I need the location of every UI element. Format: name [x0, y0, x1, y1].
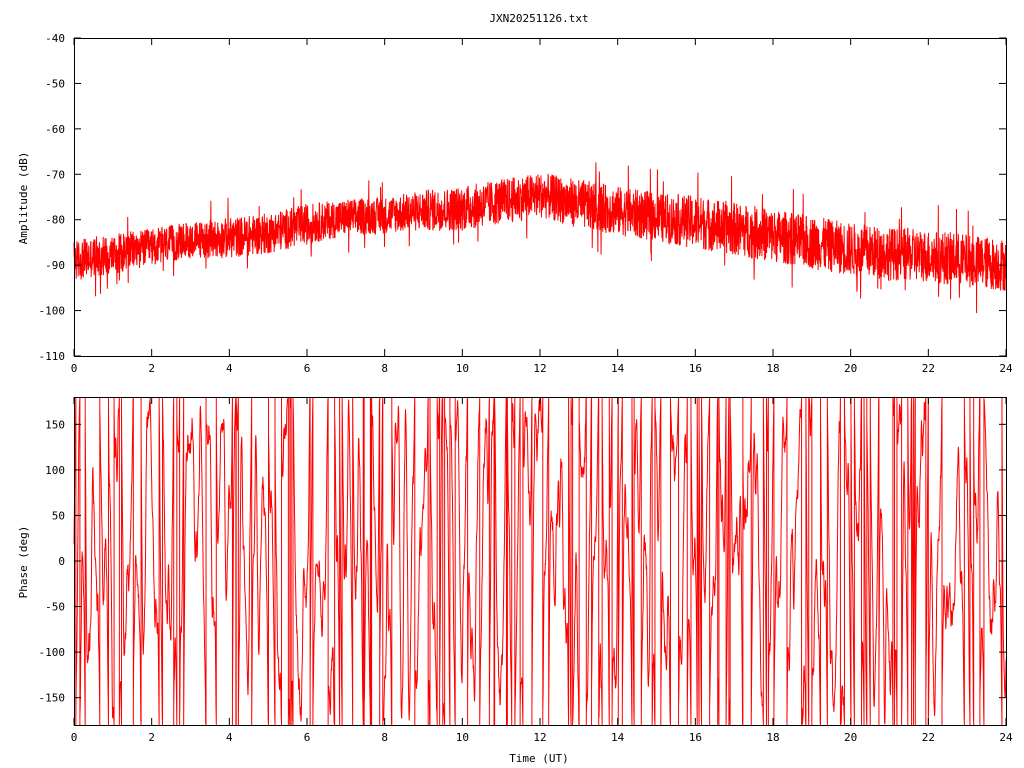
amplitude-chart: -40-50-60-70-80-90-100-110 0 2 4 6 8 10 12 14 16…	[17, 32, 1013, 375]
x-tick-label: 16	[689, 731, 702, 744]
x-tick-label: 22	[922, 362, 935, 375]
phase-x-ticks: 0 2 4 6 8 10 12 14 16 18 20 22 24	[71, 397, 1013, 744]
y-tick-label: -50	[45, 77, 65, 90]
y-tick-label: 100	[45, 464, 65, 477]
y-tick-label: -50	[45, 601, 65, 614]
y-tick-label: -60	[45, 123, 65, 136]
x-tick-label: 6	[304, 731, 311, 744]
y-tick-label: -100	[39, 646, 66, 659]
x-tick-label: 8	[381, 362, 388, 375]
amplitude-series-line	[73, 162, 1007, 314]
amplitude-x-ticks: 0 2 4 6 8 10 12 14 16 18 20 22 24	[71, 38, 1013, 375]
y-tick-label: -110	[39, 350, 66, 363]
x-tick-label: 20	[844, 731, 857, 744]
y-tick-label: 150	[45, 418, 65, 431]
x-tick-label: 14	[611, 731, 625, 744]
x-tick-label: 22	[922, 731, 935, 744]
y-tick-label: -40	[45, 32, 65, 45]
x-tick-label: 20	[844, 362, 857, 375]
y-tick-label: -90	[45, 259, 65, 272]
y-tick-label: -150	[39, 692, 66, 705]
x-tick-label: 14	[611, 362, 625, 375]
chart-title: JXN20251126.txt	[489, 12, 588, 25]
x-tick-label: 0	[71, 731, 78, 744]
x-tick-label: 18	[766, 731, 779, 744]
amplitude-y-ticks: -40 -50 -60 -70 -80 -90 -100 -110	[39, 32, 1006, 363]
x-tick-label: 4	[226, 731, 233, 744]
y-tick-label: 50	[52, 509, 65, 522]
x-tick-label: 4	[226, 362, 233, 375]
phase-x-axis-label: Time (UT)	[509, 752, 569, 765]
x-tick-label: 10	[456, 362, 469, 375]
x-tick-label: 6	[304, 362, 311, 375]
phase-y-axis-label: Phase (deg)	[17, 526, 30, 599]
y-tick-label: 0	[58, 555, 65, 568]
y-tick-label: -80	[45, 214, 65, 227]
x-tick-label: 2	[148, 731, 155, 744]
amplitude-trace	[73, 162, 1007, 314]
y-tick-label: -70	[45, 168, 65, 181]
x-tick-label: 10	[456, 731, 469, 744]
x-tick-label: 24	[999, 731, 1013, 744]
x-tick-label: 24	[999, 362, 1013, 375]
x-tick-label: 16	[689, 362, 702, 375]
x-tick-label: 12	[533, 362, 546, 375]
y-tick-label: -100	[39, 305, 66, 318]
x-tick-label: 0	[71, 362, 78, 375]
x-tick-label: 18	[766, 362, 779, 375]
x-tick-label: 2	[148, 362, 155, 375]
amplitude-y-axis-label: Amplitude (dB)	[17, 152, 30, 245]
phase-y-ticks: 150 100 50 0 -50 -100 -150	[39, 418, 1006, 705]
x-tick-label: 12	[533, 731, 546, 744]
x-tick-label: 8	[381, 731, 388, 744]
